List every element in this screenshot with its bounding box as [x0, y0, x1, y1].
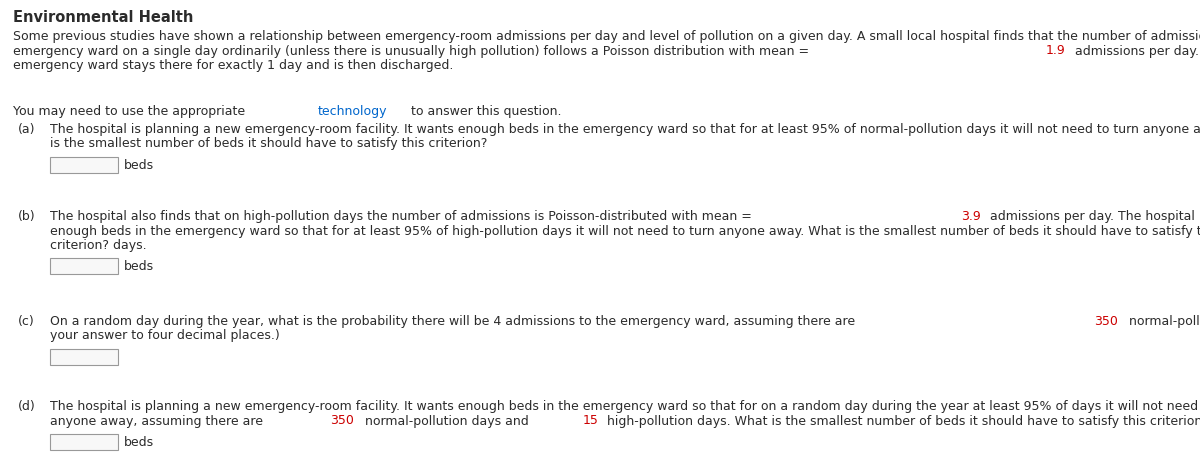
Text: is the smallest number of beds it should have to satisfy this criterion?: is the smallest number of beds it should…: [50, 137, 487, 151]
Text: normal-pollution days and: normal-pollution days and: [361, 415, 533, 428]
Text: anyone away, assuming there are: anyone away, assuming there are: [50, 415, 266, 428]
Text: beds: beds: [124, 436, 154, 449]
Text: admissions per day. The hospital is planning for high-pollution days. It wants: admissions per day. The hospital is plan…: [986, 210, 1200, 223]
Bar: [50, 434, 118, 450]
Text: beds: beds: [124, 260, 154, 273]
Text: beds: beds: [124, 159, 154, 172]
Bar: [50, 258, 118, 274]
Bar: [50, 157, 118, 173]
Text: 3.9: 3.9: [961, 210, 980, 223]
Text: (b): (b): [18, 210, 36, 223]
Text: On a random day during the year, what is the probability there will be 4 admissi: On a random day during the year, what is…: [50, 315, 859, 328]
Text: admissions per day. Suppose each admitted person to the: admissions per day. Suppose each admitte…: [1070, 45, 1200, 58]
Text: technology: technology: [318, 105, 388, 118]
Text: to answer this question.: to answer this question.: [407, 105, 562, 118]
Text: emergency ward stays there for exactly 1 day and is then discharged.: emergency ward stays there for exactly 1…: [13, 59, 454, 72]
Text: Some previous studies have shown a relationship between emergency-room admission: Some previous studies have shown a relat…: [13, 30, 1200, 43]
Text: 15: 15: [582, 415, 599, 428]
Text: Environmental Health: Environmental Health: [13, 10, 193, 25]
Text: 350: 350: [330, 415, 354, 428]
Text: emergency ward on a single day ordinarily (unless there is unusually high pollut: emergency ward on a single day ordinaril…: [13, 45, 814, 58]
Text: The hospital is planning a new emergency-room facility. It wants enough beds in : The hospital is planning a new emergency…: [50, 123, 1200, 136]
Text: The hospital is planning a new emergency-room facility. It wants enough beds in : The hospital is planning a new emergency…: [50, 400, 1200, 413]
Text: high-pollution days. What is the smallest number of beds it should have to satis: high-pollution days. What is the smalles…: [602, 415, 1200, 428]
Bar: [50, 349, 118, 365]
Text: (c): (c): [18, 315, 35, 328]
Text: The hospital also finds that on high-pollution days the number of admissions is : The hospital also finds that on high-pol…: [50, 210, 756, 223]
Text: (a): (a): [18, 123, 36, 136]
Text: You may need to use the appropriate: You may need to use the appropriate: [13, 105, 250, 118]
Text: 350: 350: [1094, 315, 1118, 328]
Text: normal-pollution days and: normal-pollution days and: [1124, 315, 1200, 328]
Text: 1.9: 1.9: [1045, 45, 1066, 58]
Text: (d): (d): [18, 400, 36, 413]
Text: enough beds in the emergency ward so that for at least 95% of high-pollution day: enough beds in the emergency ward so tha…: [50, 225, 1200, 237]
Text: criterion? days.: criterion? days.: [50, 239, 146, 252]
Text: your answer to four decimal places.): your answer to four decimal places.): [50, 330, 280, 342]
